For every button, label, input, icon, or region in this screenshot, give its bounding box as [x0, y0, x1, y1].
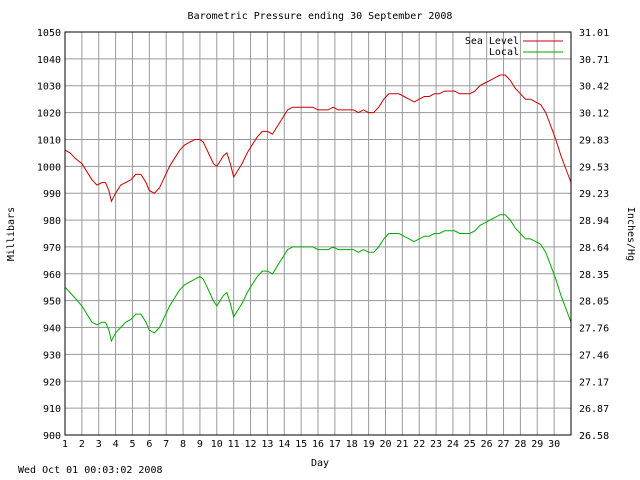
y2-tick-label: 28.64	[579, 243, 609, 254]
y2-tick-label: 29.53	[579, 162, 609, 173]
y2-tick-label: 26.87	[579, 404, 609, 415]
y2-tick-label: 30.71	[579, 55, 609, 66]
y2-tick-label: 31.01	[579, 28, 609, 39]
x-tick-label: 23	[430, 439, 442, 450]
y2-axis-label: Inches/Hg	[625, 207, 636, 261]
y-tick-label: 980	[43, 216, 61, 227]
x-tick-label: 16	[312, 439, 324, 450]
y-tick-label: 1040	[37, 55, 61, 66]
y2-tick-label: 28.05	[579, 297, 609, 308]
plot-frame	[64, 31, 572, 436]
y-tick-label: 970	[43, 243, 61, 254]
series-lines	[64, 74, 572, 343]
grid	[64, 31, 572, 436]
y2-tick-label: 29.23	[579, 189, 609, 200]
y-tick-labels: 900 910 920 930 940 950 960 970 980 990 1000 1010 10…	[37, 28, 61, 442]
legend-label: Local	[489, 47, 519, 58]
y2-tick-label: 27.46	[579, 350, 609, 361]
y-axis-label: Millibars	[6, 207, 17, 261]
x-tick-label: 30	[548, 439, 560, 450]
x-tick-labels: 1 2 3 4 5 6 7 8 9 10 11 12 13 14 15 16 17 18 19 20 21 22 23 24 2…	[62, 439, 560, 450]
y-tick-label: 1010	[37, 135, 61, 146]
y-tick-label: 1000	[37, 162, 61, 173]
x-tick-label: 19	[363, 439, 375, 450]
y2-tick-label: 28.94	[579, 216, 609, 227]
x-tick-label: 15	[295, 439, 307, 450]
x-tick-label: 17	[329, 439, 341, 450]
y2-tick-label: 29.83	[579, 135, 609, 146]
x-tick-label: 20	[379, 439, 391, 450]
x-tick-label: 28	[514, 439, 526, 450]
x-tick-label: 6	[146, 439, 152, 450]
y-tick-label: 1030	[37, 82, 61, 93]
x-axis-label: Day	[311, 458, 329, 469]
y2-tick-label: 30.12	[579, 109, 609, 120]
y2-tick-labels: 26.58 26.87 27.17 27.46 27.76 28.05 28.35 28.64…	[579, 28, 609, 442]
y-tick-label: 940	[43, 324, 61, 335]
x-tick-label: 1	[62, 439, 68, 450]
y-tick-label: 920	[43, 377, 61, 388]
y-tick-label: 910	[43, 404, 61, 415]
x-tick-label: 9	[197, 439, 203, 450]
y2-tick-label: 27.76	[579, 324, 609, 335]
x-tick-label: 27	[498, 439, 510, 450]
y2-tick-label: 30.42	[579, 82, 609, 93]
y-tick-label: 1050	[37, 28, 61, 39]
x-tick-label: 5	[129, 439, 135, 450]
x-tick-label: 25	[464, 439, 476, 450]
x-tick-label: 2	[79, 439, 85, 450]
x-tick-label: 4	[113, 439, 119, 450]
timestamp: Wed Oct 01 00:03:02 2008	[18, 465, 163, 476]
x-tick-label: 18	[346, 439, 358, 450]
x-tick-label: 8	[180, 439, 186, 450]
x-tick-label: 14	[278, 439, 290, 450]
x-tick-label: 7	[163, 439, 169, 450]
y-tick-label: 930	[43, 350, 61, 361]
y-tick-label: 1020	[37, 109, 61, 120]
x-tick-label: 13	[261, 439, 273, 450]
series-line-sea-level	[64, 74, 572, 203]
x-tick-label: 22	[413, 439, 425, 450]
y-tick-label: 950	[43, 297, 61, 308]
x-tick-label: 11	[228, 439, 240, 450]
chart-title: Barometric Pressure ending 30 September …	[188, 11, 453, 22]
y2-tick-label: 28.35	[579, 270, 609, 281]
x-tick-label: 10	[211, 439, 223, 450]
y2-tick-label: 26.58	[579, 431, 609, 442]
y-tick-label: 900	[43, 431, 61, 442]
y-tick-label: 960	[43, 270, 61, 281]
legend-label: Sea Level	[465, 36, 519, 47]
x-tick-label: 21	[396, 439, 408, 450]
series-line-local	[64, 214, 572, 343]
y2-tick-label: 27.17	[579, 377, 609, 388]
x-tick-label: 26	[481, 439, 493, 450]
x-tick-label: 12	[245, 439, 257, 450]
x-tick-label: 29	[531, 439, 543, 450]
y-tick-label: 990	[43, 189, 61, 200]
x-tick-label: 24	[447, 439, 459, 450]
x-tick-label: 3	[96, 439, 102, 450]
